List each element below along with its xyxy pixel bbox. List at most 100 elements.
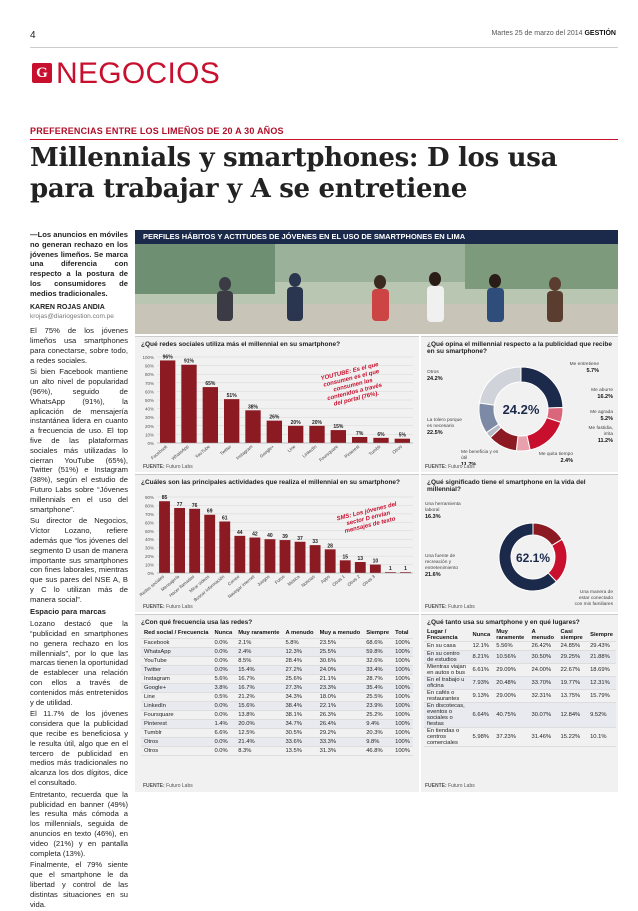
table-cell: 30.6% bbox=[316, 656, 364, 666]
bar bbox=[400, 572, 411, 573]
pie-label-text: Me entretiene bbox=[570, 361, 600, 367]
x-tick-label: LinkedIn bbox=[301, 444, 318, 459]
y-tick-label: 90% bbox=[145, 495, 154, 500]
pie-value-label: 11.7% bbox=[461, 462, 476, 465]
pie-label-text: estar conectado bbox=[579, 595, 613, 601]
y-tick-label: 20% bbox=[145, 554, 154, 559]
pie-value-label: 5.2% bbox=[600, 416, 613, 422]
pie-label-text: La tolero porque bbox=[427, 417, 462, 423]
table2-source: FUENTE: Futuro Labs bbox=[425, 783, 475, 789]
table1-title: ¿Con qué frecuencia usa las redes? bbox=[141, 619, 253, 626]
bar-value-label: 13 bbox=[358, 556, 364, 562]
bar-value-label: 85 bbox=[162, 495, 168, 501]
table1-source: FUENTE: Futuro Labs bbox=[143, 783, 193, 789]
pie-label-text: Una manera de bbox=[580, 589, 613, 595]
table-places: Lugar / Frecuencia Nunca Muy raramente A me… bbox=[424, 629, 616, 747]
pie-value-label: 21.6% bbox=[425, 572, 441, 578]
table-cell: 7.93% bbox=[469, 676, 494, 690]
table-cell: 9.8% bbox=[363, 737, 393, 747]
table-row: Foursquare 0.0% 13.8% 38.1% 26.3% 25.2% 100% bbox=[141, 710, 413, 720]
subhead: Espacio para marcas bbox=[30, 607, 106, 617]
x-tick-label: Redes sociales bbox=[139, 573, 166, 597]
bar bbox=[189, 508, 201, 573]
chart1-svg: 0% 10% 20% 30% 40% 50% 60% 70% 80% 90% 100% 96% Face… bbox=[142, 354, 413, 463]
author-email[interactable]: krojas@diariogestion.com.pe bbox=[30, 313, 114, 321]
table-cell: 6.6% bbox=[211, 728, 236, 738]
bar-value-label: 28 bbox=[327, 543, 333, 549]
pie-value-label: 16.2% bbox=[597, 394, 613, 400]
bar-value-label: 38% bbox=[248, 404, 259, 410]
table-cell: 22.67% bbox=[557, 663, 588, 677]
table-row: YouTube 0.0% 8.5% 28.4% 30.6% 32.6% 100% bbox=[141, 656, 413, 666]
bar bbox=[384, 572, 396, 573]
table-cell: 2.1% bbox=[235, 638, 283, 648]
author-name: KAREN ROJAS ANDIA bbox=[30, 303, 105, 311]
x-tick-label: WhatsApp bbox=[171, 444, 190, 461]
chart-smartphone-meaning-panel: ¿Qué significado tiene el smartphone en … bbox=[421, 474, 618, 612]
table-cell: 100% bbox=[392, 656, 413, 666]
paragraph: Finalmente, el 79% siente que el smartph… bbox=[30, 860, 128, 909]
table-cell: 38.1% bbox=[282, 710, 317, 720]
x-tick-label: Música bbox=[287, 574, 302, 587]
x-tick-label: Pinterest bbox=[343, 443, 360, 459]
table-row: Instagram 5.6% 16.7% 25.6% 21.1% 28.7% 100% bbox=[141, 674, 413, 684]
chart2-source: FUENTE: Futuro Labs bbox=[143, 604, 193, 610]
table-cell: 0.0% bbox=[211, 737, 236, 747]
table-cell: 13.75% bbox=[557, 689, 588, 703]
column-header: Nunca bbox=[211, 629, 236, 639]
table-cell: 0.5% bbox=[211, 692, 236, 702]
table-cell: 29.25% bbox=[557, 650, 588, 664]
bar bbox=[264, 539, 276, 573]
x-tick-label: Google+ bbox=[259, 444, 276, 459]
bar-value-label: 15% bbox=[333, 424, 344, 430]
y-tick-label: 10% bbox=[145, 432, 154, 437]
chart4-title: ¿Qué significado tiene el smartphone en … bbox=[427, 479, 586, 493]
students-photo bbox=[135, 244, 618, 334]
table-cell: 21.2% bbox=[235, 692, 283, 702]
bar-value-label: 44 bbox=[237, 530, 243, 536]
table-cell: 24.85% bbox=[557, 641, 588, 651]
pie-label-text: Me beneficia y es bbox=[461, 449, 499, 455]
y-tick-label: 30% bbox=[145, 546, 154, 551]
table-cell: 19.77% bbox=[557, 676, 588, 690]
table-cell: 0.0% bbox=[211, 656, 236, 666]
table-cell: 30.07% bbox=[528, 702, 558, 728]
table-cell: 5.8% bbox=[282, 638, 317, 648]
bar-value-label: 20% bbox=[312, 420, 323, 426]
table-cell: 30.50% bbox=[528, 650, 558, 664]
table-cell: 10.56% bbox=[493, 650, 529, 664]
chart-social-networks-panel: ¿Qué redes sociales utiliza más el mille… bbox=[135, 336, 419, 472]
bar-value-label: 91% bbox=[184, 359, 195, 365]
x-tick-label: Juegos bbox=[256, 573, 271, 587]
column-header: Muy a menudo bbox=[316, 629, 364, 639]
table-cell: Otros bbox=[141, 746, 212, 756]
pie-label-text: Me aburre bbox=[591, 387, 613, 393]
page-number: 4 bbox=[30, 30, 36, 41]
paragraph: Lozano destacó que la “publicidad en sma… bbox=[30, 619, 128, 707]
pie-label-text: Una fuente de bbox=[425, 553, 455, 559]
table-row: Otros 0.0% 8.3% 13.5% 31.3% 46.8% 100% bbox=[141, 746, 413, 756]
table-cell: 22.1% bbox=[316, 701, 364, 711]
x-tick-label: Otros 3 bbox=[361, 574, 376, 588]
table-cell: 37.23% bbox=[493, 727, 529, 747]
table-cell: Tumblr bbox=[141, 728, 212, 738]
pie-value-label: 24.2% bbox=[427, 376, 443, 382]
bar-value-label: 33 bbox=[312, 539, 318, 545]
table-cell: 10.1% bbox=[587, 727, 616, 747]
date-text: Martes 25 de marzo del 2014 bbox=[491, 30, 583, 37]
table-cell: 28.4% bbox=[282, 656, 317, 666]
table-cell: LinkedIn bbox=[141, 701, 212, 711]
table-cell: 15.79% bbox=[587, 689, 616, 703]
bar bbox=[266, 420, 283, 443]
pie-label-text: es necesario bbox=[427, 423, 455, 429]
table-cell: 28.7% bbox=[363, 674, 393, 684]
table-cell: 9.4% bbox=[363, 719, 393, 729]
bar bbox=[351, 436, 368, 443]
table-cell: WhatsApp bbox=[141, 647, 212, 657]
table-cell: 32.6% bbox=[363, 656, 393, 666]
table-cell: 16.7% bbox=[235, 683, 283, 693]
pie-label-text: Otros bbox=[427, 369, 439, 375]
bar-value-label: 76 bbox=[192, 503, 198, 509]
